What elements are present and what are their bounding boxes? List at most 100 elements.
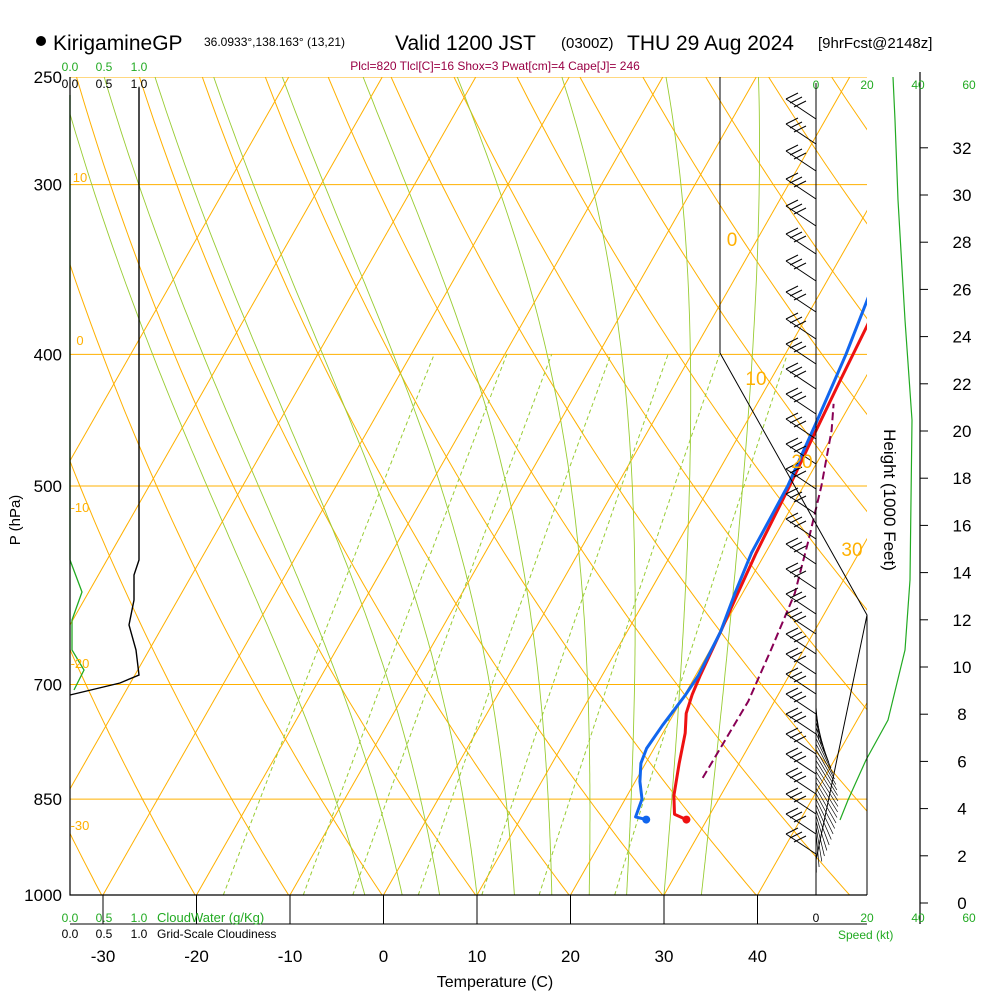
x-tick-label: 10 [468, 947, 487, 966]
wind-fan-line [815, 771, 839, 807]
wind-fan-line [815, 754, 838, 791]
wind-barb-flag [789, 731, 803, 739]
dry-adiabat [327, 77, 850, 895]
wind-barb [785, 387, 817, 415]
dry-adiabat [201, 77, 663, 895]
height-tick-label: 22 [953, 375, 972, 394]
y-tick-label: 250 [34, 68, 62, 87]
y-axis-title: P (hPa) [7, 495, 24, 546]
wind-barb-flag [789, 541, 803, 549]
x-tick-label: 30 [655, 947, 674, 966]
wind-barb-flag [789, 416, 803, 424]
wind-barb-flag [785, 647, 799, 655]
height-tick-label: 12 [953, 611, 972, 630]
isotherm-label: 0 [76, 333, 83, 348]
wind-barb-flag [785, 767, 799, 775]
height-tick-label: 0 [957, 894, 966, 913]
zulu-time: (0300Z) [561, 35, 614, 52]
wind-barb-flag [785, 512, 799, 520]
wind-barb [785, 144, 817, 172]
wind-barb-flag [785, 587, 799, 595]
mixing-ratio-label: 5 [420, 902, 427, 917]
speed-tick-top: 60 [962, 78, 976, 92]
wind-barb-staff [785, 813, 817, 835]
cloudwater-tick-top: 1.0 [131, 60, 148, 74]
wind-barb-flag [785, 667, 799, 675]
wind-barb-flag [789, 671, 803, 679]
wind-barb-flag [785, 437, 799, 445]
wind-barb [785, 687, 817, 715]
wind-barb [785, 747, 817, 775]
valid-date: THU 29 Aug 2024 [627, 32, 794, 55]
wind-barb-staff [785, 733, 817, 755]
moist-adiabat [663, 77, 692, 895]
isotherm-label: 10 [73, 170, 87, 185]
cloudwater-tick-bottom: 0.5 [96, 911, 113, 925]
wind-barb [785, 462, 817, 490]
mixing-ratio-line [614, 354, 788, 895]
wind-barb-flag [789, 791, 803, 799]
wind-barb-flag [793, 795, 807, 803]
cloudiness-tick-top: 1.0 [131, 77, 148, 91]
wind-barb-flag [793, 545, 807, 553]
wind-barb-flag [789, 691, 803, 699]
wind-barb-flag [793, 152, 807, 160]
dry-adiabat [579, 77, 867, 513]
wind-barb-staff [785, 233, 817, 255]
wind-barb-flag [789, 441, 803, 449]
wind-barb [785, 437, 817, 465]
wind-barb [785, 92, 817, 120]
wind-barb-staff [785, 793, 817, 815]
wind-barb-staff [785, 693, 817, 715]
wind-fan-line [815, 793, 836, 829]
wind-barb-staff [785, 418, 817, 440]
wind-barb [785, 707, 817, 735]
wind-barb-flag [793, 520, 807, 528]
wind-barb-flag [785, 747, 799, 755]
mixing-ratio-line [538, 354, 721, 895]
mixing-ratio-line [352, 354, 553, 895]
speed-label: Speed (kt) [838, 928, 893, 942]
x-axis-title: Temperature (C) [437, 974, 553, 991]
wind-barb-flag [793, 815, 807, 823]
isotherm [70, 77, 290, 462]
wind-barb-flag [785, 807, 799, 815]
wind-barb [785, 487, 817, 515]
wind-barb-flag [789, 591, 803, 599]
moist-adiabats [70, 77, 760, 895]
theta-label: 0 [727, 230, 738, 251]
theta-label: 10 [745, 369, 766, 390]
wind-barb-flag [785, 687, 799, 695]
wind-barb-flag [793, 235, 807, 243]
isotherm [70, 77, 477, 790]
wind-barb-flag [785, 562, 799, 570]
dry-adiabat [70, 648, 196, 895]
wind-barb-flag [785, 607, 799, 615]
wind-barb-flag [789, 148, 803, 156]
wind-barb-flag [793, 345, 807, 353]
wind-barb-flag [793, 595, 807, 603]
isotherm [570, 373, 867, 895]
dry-adiabat [642, 77, 867, 416]
wind-barb [785, 537, 817, 565]
moist-adiabat [154, 77, 441, 895]
wind-barb-flag [785, 537, 799, 545]
mixing-ratio-label: 2 [305, 902, 312, 917]
height-tick-label: 18 [953, 469, 972, 488]
height-tick-label: 8 [957, 705, 966, 724]
wind-barb-flag [793, 180, 807, 188]
speed-tick-bottom: 60 [962, 911, 976, 925]
mixing-ratio-label: 20 [613, 902, 627, 917]
y-tick-label: 700 [34, 676, 62, 695]
wind-barb-flag [785, 707, 799, 715]
wind-barb-staff [785, 653, 817, 675]
wind-barb-flag [793, 495, 807, 503]
wind-barb-flag [789, 771, 803, 779]
cloudiness-profile [69, 88, 140, 696]
wind-barb [785, 607, 817, 635]
series-dewpoint [634, 296, 867, 822]
wind-barb-staff [785, 318, 817, 340]
mixing-ratio-label: 3 [354, 902, 361, 917]
